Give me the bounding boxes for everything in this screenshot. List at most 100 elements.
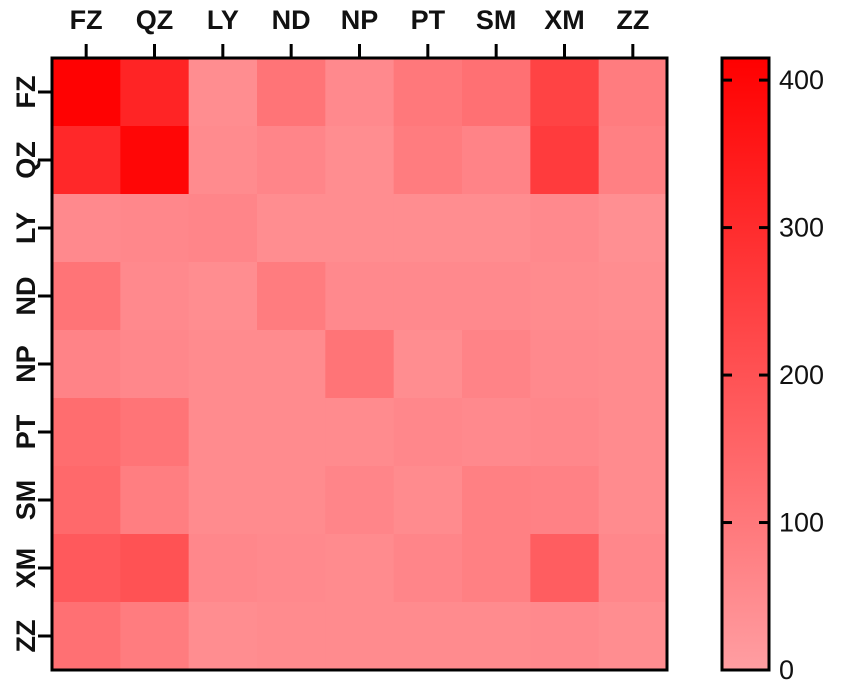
y-tick-label-qz: QZ (11, 141, 41, 179)
heatmap-cell-zz-xm (530, 602, 600, 671)
heatmap-cell-fz-ly (188, 58, 258, 127)
heatmap-cell-pt-qz (120, 398, 190, 467)
colorbar-tick-label-300: 300 (779, 213, 824, 243)
heatmap-cell-np-zz (598, 330, 668, 399)
heatmap-cell-nd-xm (530, 262, 600, 331)
heatmap-cell-fz-pt (393, 58, 463, 127)
heatmap-cell-np-sm (462, 330, 531, 399)
x-axis: FZ QZ LY ND NP PT SM XM ZZ (70, 5, 649, 58)
colorbar-tick-label-0: 0 (779, 655, 794, 685)
heatmap-cell-np-pt (393, 330, 463, 399)
heatmap-cell-pt-sm (462, 398, 531, 467)
heatmap-cell-zz-nd (257, 602, 326, 671)
heatmap-cell-nd-zz (598, 262, 668, 331)
heatmap-cell-qz-zz (598, 126, 668, 195)
heatmap-cell-zz-np (325, 602, 395, 671)
heatmap-cell-np-nd (257, 330, 326, 399)
heatmap-cell-sm-ly (188, 466, 258, 535)
heatmap-cell-fz-qz (120, 58, 190, 127)
heatmap-cell-ly-ly (188, 194, 258, 263)
heatmap-cell-np-qz (120, 330, 190, 399)
x-tick-label-ly: LY (207, 5, 239, 35)
heatmap-cell-np-fz (52, 330, 121, 399)
heatmap-cell-qz-nd (257, 126, 326, 195)
heatmap-cell-fz-zz (598, 58, 668, 127)
heatmap-cell-qz-qz (120, 126, 190, 195)
heatmap-cell-xm-ly (188, 534, 258, 603)
heatmap-cell-sm-qz (120, 466, 190, 535)
heatmap-cell-qz-xm (530, 126, 600, 195)
heatmap-cell-ly-xm (530, 194, 600, 263)
heatmap-cell-ly-qz (120, 194, 190, 263)
heatmap-cell-sm-nd (257, 466, 326, 535)
heatmap-cell-ly-sm (462, 194, 531, 263)
heatmap-cell-nd-nd (257, 262, 326, 331)
heatmap-cell-nd-fz (52, 262, 121, 331)
heatmap-cell-pt-fz (52, 398, 121, 467)
heatmap-cell-xm-zz (598, 534, 668, 603)
heatmap-cell-fz-nd (257, 58, 326, 127)
heatmap-cell-nd-sm (462, 262, 531, 331)
colorbar: 0 100 200 300 400 (720, 56, 824, 685)
heatmap-cell-xm-fz (52, 534, 121, 603)
heatmap-cell-sm-zz (598, 466, 668, 535)
heatmap-cell-nd-np (325, 262, 395, 331)
y-tick-label-np: NP (11, 345, 41, 383)
y-tick-label-pt: PT (11, 414, 41, 449)
heatmap-cell-fz-fz (52, 58, 121, 127)
heatmap-cell-pt-xm (530, 398, 600, 467)
heatmap-cell-zz-fz (52, 602, 121, 671)
colorbar-tick-label-200: 200 (779, 360, 824, 390)
x-tick-label-xm: XM (544, 5, 585, 35)
heatmap-cell-xm-qz (120, 534, 190, 603)
heatmap-cell-np-xm (530, 330, 600, 399)
y-tick-label-zz: ZZ (11, 620, 41, 653)
heatmap-cell-sm-pt (393, 466, 463, 535)
heatmap-cell-nd-pt (393, 262, 463, 331)
heatmap-cell-xm-pt (393, 534, 463, 603)
colorbar-tick-label-400: 400 (779, 65, 824, 95)
heatmap-cell-xm-xm (530, 534, 600, 603)
heatmap-cell-np-np (325, 330, 395, 399)
heatmap-cell-qz-fz (52, 126, 121, 195)
heatmap-cell-pt-pt (393, 398, 463, 467)
colorbar-gradient (720, 56, 771, 672)
heatmap-cell-np-ly (188, 330, 258, 399)
x-tick-label-np: NP (341, 5, 379, 35)
heatmap-cell-ly-nd (257, 194, 326, 263)
heatmap-cell-fz-xm (530, 58, 600, 127)
x-tick-label-qz: QZ (136, 5, 174, 35)
x-tick-label-sm: SM (476, 5, 517, 35)
y-tick-label-sm: SM (11, 480, 41, 521)
heatmap-cell-qz-sm (462, 126, 531, 195)
x-tick-label-nd: ND (272, 5, 311, 35)
heatmap-cell-ly-fz (52, 194, 121, 263)
heatmap-cell-pt-nd (257, 398, 326, 467)
heatmap-cell-zz-qz (120, 602, 190, 671)
heatmap-cell-fz-sm (462, 58, 531, 127)
heatmap-cell-zz-pt (393, 602, 463, 671)
x-tick-label-fz: FZ (70, 5, 103, 35)
heatmap-cell-xm-np (325, 534, 395, 603)
heatmap-cell-zz-zz (598, 602, 668, 671)
heatmap-cell-sm-fz (52, 466, 121, 535)
x-tick-label-pt: PT (411, 5, 446, 35)
heatmap-cell-ly-pt (393, 194, 463, 263)
y-tick-label-nd: ND (11, 277, 41, 316)
heatmap-cell-sm-sm (462, 466, 531, 535)
y-axis: FZ QZ LY ND NP PT SM XM ZZ (11, 76, 52, 653)
heatmap-cell-zz-ly (188, 602, 258, 671)
heatmap-cell-qz-np (325, 126, 395, 195)
colorbar-tick-label-100: 100 (779, 508, 824, 538)
heatmap-cell-pt-np (325, 398, 395, 467)
y-tick-label-fz: FZ (11, 76, 41, 109)
heatmap-cell-ly-zz (598, 194, 668, 263)
heatmap-cell-pt-ly (188, 398, 258, 467)
heatmap-cell-qz-pt (393, 126, 463, 195)
heatmap-cell-fz-np (325, 58, 395, 127)
heatmap-cells (52, 58, 668, 671)
heatmap-cell-sm-np (325, 466, 395, 535)
heatmap-cell-xm-sm (462, 534, 531, 603)
y-tick-label-xm: XM (11, 548, 41, 589)
